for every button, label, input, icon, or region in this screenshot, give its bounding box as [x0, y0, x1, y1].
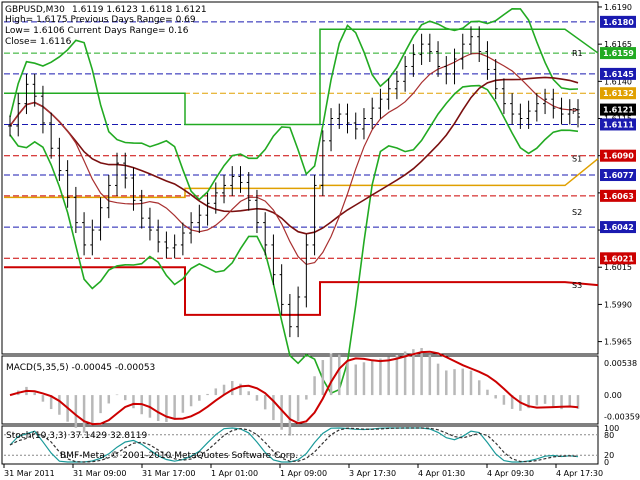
price-tick-label: 1.6190 — [604, 3, 632, 12]
bollinger-lower — [9, 84, 579, 395]
main-chart-frame — [1, 1, 599, 355]
pivot-label: S3 — [572, 281, 582, 290]
bollinger-upper — [9, 7, 579, 201]
pivot-label: R1 — [572, 49, 583, 58]
price-label: 1.6042 — [603, 223, 634, 232]
price-tick-label: 1.5965 — [604, 338, 632, 347]
price-label-box — [600, 67, 636, 80]
price-label: 1.6145 — [603, 70, 634, 79]
time-tick-label: 3 Apr 17:30 — [349, 469, 396, 478]
pivot-r1-line — [4, 28, 599, 126]
price-label: 1.6063 — [603, 192, 634, 201]
price-label: 1.6021 — [603, 254, 634, 263]
copyright-text: BMF-Meta, © 2001-2010 MetaQuotes Softwar… — [60, 451, 298, 461]
price-label-box — [600, 169, 636, 182]
macd-signal-line — [9, 350, 579, 426]
macd-tick-label: 0.00 — [604, 391, 622, 400]
price-axis: 1.61901.61651.61401.61151.60901.60651.60… — [598, 3, 636, 347]
macd-tick-label: -0.00359 — [604, 413, 640, 422]
price-label-box — [600, 189, 636, 202]
stoch-tick-label: 0 — [604, 458, 609, 467]
price-tick-label: 1.6140 — [604, 77, 632, 86]
stoch-label: Stoch(10,3,3) 37.1429 32.8119 — [6, 431, 147, 441]
pivot-label: Pt — [572, 107, 580, 116]
price-label-box — [600, 149, 636, 162]
macd-indicator: 0.00538 0.00 -0.00359 — [9, 347, 640, 436]
levels-layer: R1 Pt S1 S2 S3 — [4, 21, 599, 316]
price-label-box — [600, 221, 636, 234]
pivot-s1-line — [4, 158, 599, 199]
time-tick-label: 4 Apr 17:30 — [556, 469, 603, 478]
price-label: 1.6132 — [603, 89, 634, 98]
time-tick-label: 1 Apr 09:00 — [280, 469, 327, 478]
time-tick-label: 31 Mar 17:00 — [142, 469, 195, 478]
price-label-box — [600, 87, 636, 100]
close-info: Close= 1.6116 — [5, 37, 72, 47]
stoch-tick-label: 100 — [604, 424, 619, 433]
price-label: 1.6121 — [603, 106, 634, 115]
time-tick-label: 1 Apr 01:00 — [211, 469, 258, 478]
stoch-tick-label: 20 — [604, 451, 614, 460]
time-tick-label: 4 Apr 09:30 — [487, 469, 534, 478]
price-label-box — [600, 118, 636, 131]
pivot-s3-line — [4, 266, 599, 316]
price-bars — [8, 26, 580, 338]
moving-average-slow — [9, 76, 579, 235]
macd-label: MACD(5,35,5) -0.00045 -0.00053 — [6, 363, 155, 373]
macd-panel-frame — [1, 355, 599, 425]
price-label: 1.6090 — [603, 152, 634, 161]
price-label-box — [600, 103, 636, 116]
time-tick-label: 31 Mar 09:00 — [73, 469, 126, 478]
stoch-tick-label: 80 — [604, 431, 614, 440]
stoch-panel-frame — [1, 425, 599, 465]
price-tick-label: 1.6165 — [604, 40, 632, 49]
price-label: 1.6159 — [603, 49, 634, 58]
pivot-label: S2 — [572, 208, 582, 217]
chart-ohlc: 1.6119 1.6123 1.6118 1.6121 — [72, 5, 207, 15]
bollinger-bands — [9, 7, 579, 395]
price-label-box — [600, 15, 636, 28]
low-info: Low= 1.6106 Current Days Range= 0.16 — [5, 26, 189, 36]
price-label: 1.6077 — [603, 171, 634, 180]
price-tick-label: 1.6015 — [604, 263, 632, 272]
time-tick-label: 31 Mar 2011 — [4, 469, 55, 478]
time-tick-label: 4 Apr 01:30 — [418, 469, 465, 478]
price-tick-label: 1.5990 — [604, 300, 632, 309]
macd-tick-label: 0.00538 — [604, 359, 637, 368]
price-label-box — [600, 47, 636, 60]
pivot-label: S1 — [572, 155, 582, 164]
price-label: 1.6111 — [603, 120, 634, 129]
time-axis: 31 Mar 2011 31 Mar 09:00 31 Mar 17:00 1 Apr… — [3, 464, 603, 478]
chart-symbol: GBPUSD,M30 — [5, 5, 65, 15]
stoch-signal-line — [9, 427, 579, 463]
price-label-box — [600, 252, 636, 265]
moving-average-fast — [9, 52, 579, 266]
price-label: 1.6180 — [603, 18, 634, 27]
high-info: High= 1.6175 Previous Days Range= 0.69 — [5, 15, 196, 25]
